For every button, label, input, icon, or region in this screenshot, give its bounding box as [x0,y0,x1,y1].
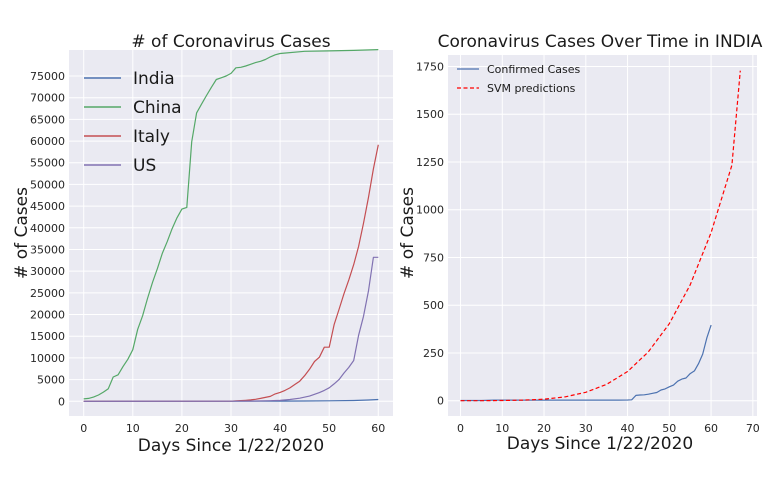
x-axis-label: Days Since 1/22/2020 [138,436,325,456]
x-tick-label: 60 [704,422,718,435]
x-tick-labels: 0 10 20 30 40 50 60 70 [457,422,760,435]
y-tick-label: 10000 [30,352,65,365]
y-tick-label: 15000 [30,330,65,343]
y-tick-label: 55000 [30,157,65,170]
series-line-us [83,256,379,402]
legend: Confirmed Cases SVM predictions [457,63,581,95]
legend-label: US [133,156,156,176]
x-tick-label: 50 [322,422,336,435]
chart-title: Coronavirus Cases Over Time in INDIA [438,32,763,52]
legend-label: SVM predictions [487,82,576,95]
x-tick-label: 40 [273,422,287,435]
plot-area [448,55,757,416]
y-tick-label: 0 [437,395,444,408]
legend-label: Italy [133,127,170,147]
x-tick-labels: 0 10 20 30 40 50 60 [80,422,385,435]
y-tick-label: 70000 [30,92,65,105]
x-tick-label: 50 [662,422,676,435]
legend-label: India [133,69,175,89]
y-tick-label: 750 [423,251,444,264]
y-tick-label: 20000 [30,309,65,322]
y-tick-label: 1750 [416,60,444,73]
y-tick-label: 500 [423,299,444,312]
x-tick-label: 0 [457,422,464,435]
y-tick-label: 35000 [30,243,65,256]
y-tick-labels: 0 5000 10000 15000 20000 25000 30000 35000 40000… [30,70,65,408]
x-tick-label: 60 [371,422,385,435]
x-tick-label: 20 [537,422,551,435]
y-tick-label: 1500 [416,108,444,121]
x-axis-label: Days Since 1/22/2020 [507,434,694,454]
x-tick-label: 0 [80,422,87,435]
x-tick-label: 70 [746,422,760,435]
y-tick-label: 5000 [37,374,65,387]
y-tick-label: 250 [423,347,444,360]
series-line-china [83,49,379,400]
y-tick-label: 1250 [416,156,444,169]
india-cases-chart: 0 10 20 30 40 50 60 70 0 250 500 750 1000 1250 1500 17… [398,32,763,454]
cases-by-country-chart: 0 10 20 30 40 50 60 0 5000 10000 15000 20000 25000 3… [12,32,393,456]
series-line-confirmed-cases [460,324,712,402]
y-tick-label: 50000 [30,178,65,191]
y-axis-label: # of Cases [398,187,418,279]
y-tick-label: 1000 [416,204,444,217]
y-tick-label: 25000 [30,287,65,300]
x-tick-label: 10 [495,422,509,435]
y-tick-label: 65000 [30,113,65,126]
x-tick-label: 20 [175,422,189,435]
series-lines [460,70,741,402]
x-tick-label: 10 [126,422,140,435]
y-axis-label: # of Cases [12,187,32,279]
x-tick-label: 30 [579,422,593,435]
chart-title: # of Coronavirus Cases [131,32,330,52]
legend: India China Italy US [84,69,182,176]
y-tick-label: 60000 [30,135,65,148]
grid [448,55,757,416]
y-tick-label: 30000 [30,265,65,278]
x-tick-label: 40 [621,422,635,435]
legend-label: China [133,98,182,118]
series-line-italy [83,144,379,402]
y-tick-label: 0 [58,395,65,408]
series-lines [83,49,379,402]
y-tick-label: 75000 [30,70,65,83]
series-line-svm-predictions [460,70,741,402]
legend-label: Confirmed Cases [487,63,581,76]
grid [69,50,393,416]
y-tick-label: 45000 [30,200,65,213]
y-tick-label: 40000 [30,222,65,235]
y-tick-labels: 0 250 500 750 1000 1250 1500 1750 [416,60,444,407]
x-tick-label: 30 [224,422,238,435]
